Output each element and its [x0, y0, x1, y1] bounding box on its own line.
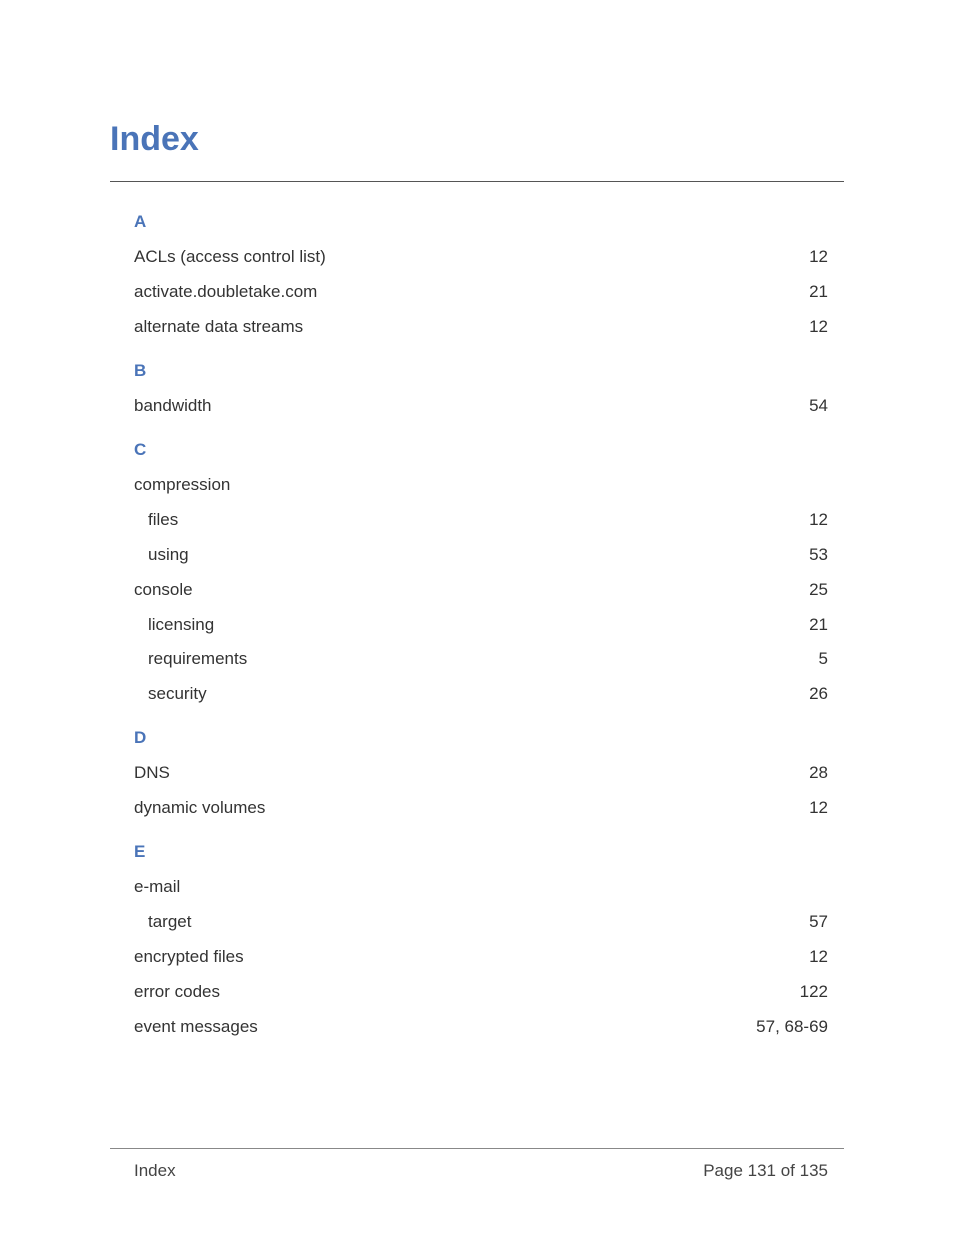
index-page-ref[interactable]: 12: [809, 946, 828, 969]
index-page-ref[interactable]: 57: [809, 911, 828, 934]
index-entry: security26: [134, 683, 828, 706]
index-term: licensing: [134, 614, 809, 637]
index-entry: compression: [134, 474, 828, 497]
index-term: dynamic volumes: [134, 797, 809, 820]
index-term: requirements: [134, 648, 819, 671]
index-page: Index AACLs (access control list)12activ…: [0, 0, 954, 1235]
index-page-ref[interactable]: 12: [809, 246, 828, 269]
index-page-ref[interactable]: 25: [809, 579, 828, 602]
index-entry: error codes122: [134, 981, 828, 1004]
section-letter: B: [134, 361, 828, 381]
index-term: activate.doubletake.com: [134, 281, 809, 304]
index-term: error codes: [134, 981, 800, 1004]
index-entry: console25: [134, 579, 828, 602]
index-page-ref[interactable]: 21: [809, 614, 828, 637]
index-page-ref[interactable]: 28: [809, 762, 828, 785]
index-entry: DNS28: [134, 762, 828, 785]
index-term: encrypted files: [134, 946, 809, 969]
index-entry: alternate data streams12: [134, 316, 828, 339]
index-entry: encrypted files12: [134, 946, 828, 969]
index-term: alternate data streams: [134, 316, 809, 339]
index-entry: requirements5: [134, 648, 828, 671]
footer-right: Page 131 of 135: [703, 1161, 828, 1181]
index-term: DNS: [134, 762, 809, 785]
index-term: ACLs (access control list): [134, 246, 809, 269]
index-page-ref[interactable]: 5: [819, 648, 828, 671]
index-page-ref[interactable]: 122: [800, 981, 828, 1004]
index-page-ref[interactable]: 54: [809, 395, 828, 418]
section-letter: C: [134, 440, 828, 460]
index-page-ref[interactable]: 12: [809, 509, 828, 532]
index-entry: ACLs (access control list)12: [134, 246, 828, 269]
footer-left: Index: [134, 1161, 176, 1181]
index-entry: activate.doubletake.com21: [134, 281, 828, 304]
index-term: compression: [134, 474, 828, 497]
page-footer: Index Page 131 of 135: [110, 1148, 844, 1181]
index-entry: event messages57, 68-69: [134, 1016, 828, 1039]
index-term: event messages: [134, 1016, 756, 1039]
footer-row: Index Page 131 of 135: [110, 1161, 844, 1181]
index-term: e-mail: [134, 876, 828, 899]
index-entry: using53: [134, 544, 828, 567]
page-title: Index: [110, 120, 844, 159]
index-term: target: [134, 911, 809, 934]
section-letter: A: [134, 212, 828, 232]
index-entry: dynamic volumes12: [134, 797, 828, 820]
index-term: using: [134, 544, 809, 567]
index-page-ref[interactable]: 53: [809, 544, 828, 567]
index-content: AACLs (access control list)12activate.do…: [110, 182, 844, 1039]
index-page-ref[interactable]: 12: [809, 797, 828, 820]
section-letter: D: [134, 728, 828, 748]
index-page-ref[interactable]: 12: [809, 316, 828, 339]
section-letter: E: [134, 842, 828, 862]
index-entry: e-mail: [134, 876, 828, 899]
index-term: security: [134, 683, 809, 706]
index-entry: files12: [134, 509, 828, 532]
index-page-ref[interactable]: 26: [809, 683, 828, 706]
index-term: bandwidth: [134, 395, 809, 418]
index-page-ref[interactable]: 21: [809, 281, 828, 304]
index-page-ref[interactable]: 57, 68-69: [756, 1016, 828, 1039]
index-term: console: [134, 579, 809, 602]
footer-rule: [110, 1148, 844, 1149]
index-entry: target57: [134, 911, 828, 934]
index-entry: bandwidth54: [134, 395, 828, 418]
index-term: files: [134, 509, 809, 532]
index-entry: licensing21: [134, 614, 828, 637]
